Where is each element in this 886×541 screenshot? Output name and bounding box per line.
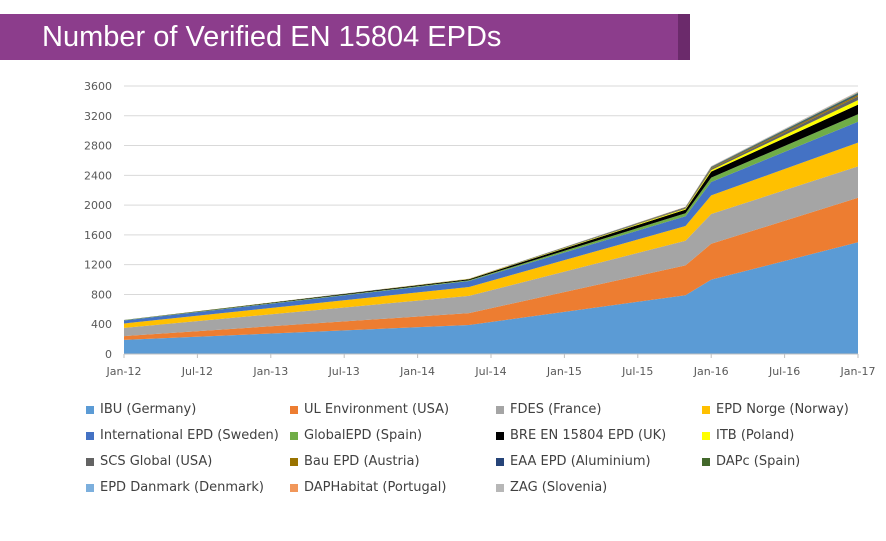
x-tick-label: Jan-13 xyxy=(252,365,288,378)
legend-label: DAPHabitat (Portugal) xyxy=(304,480,447,495)
area-series-fdes-france xyxy=(124,166,858,337)
legend-item: UL Environment (USA) xyxy=(290,402,449,417)
legend-item: SCS Global (USA) xyxy=(86,454,212,469)
legend-item: FDES (France) xyxy=(496,402,601,417)
x-tick-label: Jul-16 xyxy=(768,365,800,378)
legend-swatch xyxy=(86,431,94,440)
legend-item: EPD Norge (Norway) xyxy=(702,402,849,417)
y-tick-label: 1600 xyxy=(84,229,112,242)
legend-item: GlobalEPD (Spain) xyxy=(290,428,422,443)
legend-label: SCS Global (USA) xyxy=(100,454,213,469)
legend-label: DAPc (Spain) xyxy=(716,454,801,469)
legend-label: Bau EPD (Austria) xyxy=(304,454,420,469)
legend-swatch xyxy=(86,483,94,492)
legend-label: FDES (France) xyxy=(510,402,602,417)
x-tick-label: Jan-12 xyxy=(106,365,142,378)
legend-label: UL Environment (USA) xyxy=(304,402,450,417)
x-tick-label: Jan-14 xyxy=(399,365,435,378)
legend-item: Bau EPD (Austria) xyxy=(290,454,420,469)
area-series-ibu-germany xyxy=(124,242,858,354)
y-tick-label: 3200 xyxy=(84,110,112,123)
legend-label: ITB (Poland) xyxy=(716,428,795,443)
legend-item: DAPHabitat (Portugal) xyxy=(290,480,446,495)
x-tick-label: Jan-15 xyxy=(546,365,582,378)
x-tick-label: Jul-12 xyxy=(181,365,213,378)
y-tick-label: 3600 xyxy=(84,80,112,93)
y-tick-label: 400 xyxy=(91,318,112,331)
legend-label: EAA EPD (Aluminium) xyxy=(510,454,651,469)
legend-item: BRE EN 15804 EPD (UK) xyxy=(496,428,666,443)
legend-swatch xyxy=(496,457,504,466)
legend-swatch xyxy=(86,457,94,466)
legend-label: BRE EN 15804 EPD (UK) xyxy=(510,428,667,443)
legend-label: IBU (Germany) xyxy=(100,402,197,417)
x-tick-label: Jan-16 xyxy=(693,365,729,378)
page-title: Number of Verified EN 15804 EPDs xyxy=(42,21,502,53)
x-tick-label: Jul-14 xyxy=(474,365,506,378)
legend-item: ZAG (Slovenia) xyxy=(496,480,607,495)
title-bar: Number of Verified EN 15804 EPDs xyxy=(0,14,690,60)
y-tick-label: 2000 xyxy=(84,199,112,212)
chart-axes xyxy=(123,353,859,358)
legend-item: IBU (Germany) xyxy=(86,402,196,417)
legend-swatch xyxy=(496,483,504,492)
y-tick-label: 1200 xyxy=(84,259,112,272)
legend-swatch xyxy=(290,483,298,492)
legend-item: DAPc (Spain) xyxy=(702,454,800,469)
legend-swatch xyxy=(702,405,710,414)
y-tick-label: 800 xyxy=(91,288,112,301)
legend-label: EPD Danmark (Denmark) xyxy=(100,480,264,495)
y-tick-label: 2800 xyxy=(84,140,112,153)
legend-swatch xyxy=(290,457,298,466)
legend-item: EAA EPD (Aluminium) xyxy=(496,454,651,469)
x-tick-label: Jul-13 xyxy=(328,365,360,378)
legend-swatch xyxy=(496,431,504,440)
x-tick-label: Jan-17 xyxy=(840,365,876,378)
legend-label: GlobalEPD (Spain) xyxy=(304,428,423,443)
legend-label: ZAG (Slovenia) xyxy=(510,480,608,495)
area-series-ul-environment-usa xyxy=(124,197,858,340)
legend-item: EPD Danmark (Denmark) xyxy=(86,480,264,495)
legend-label: International EPD (Sweden) xyxy=(100,428,279,443)
chart-areas xyxy=(124,91,858,354)
legend-swatch xyxy=(496,405,504,414)
legend-item: International EPD (Sweden) xyxy=(86,428,279,443)
legend-swatch xyxy=(290,431,298,440)
legend-label: EPD Norge (Norway) xyxy=(716,402,849,417)
legend-swatch xyxy=(290,405,298,414)
area-chart: 0 400 800 1200 1600 2000 2400 2800 3200 3600 Jan-… xyxy=(84,80,876,378)
y-tick-label: 0 xyxy=(105,348,112,361)
y-axis-tick-labels: 0 400 800 1200 1600 2000 2400 2800 3200 3600 xyxy=(84,80,112,361)
x-axis-tick-labels: Jan-12 Jul-12 Jan-13 Jul-13 Jan-14 Jul-14 Jan-… xyxy=(106,365,876,378)
y-tick-label: 2400 xyxy=(84,169,112,182)
x-tick-label: Jul-15 xyxy=(621,365,653,378)
legend-swatch xyxy=(702,431,710,440)
title-bar-cap xyxy=(678,14,690,60)
legend-item: ITB (Poland) xyxy=(702,428,794,443)
legend-swatch xyxy=(702,457,710,466)
legend-swatch xyxy=(86,405,94,414)
